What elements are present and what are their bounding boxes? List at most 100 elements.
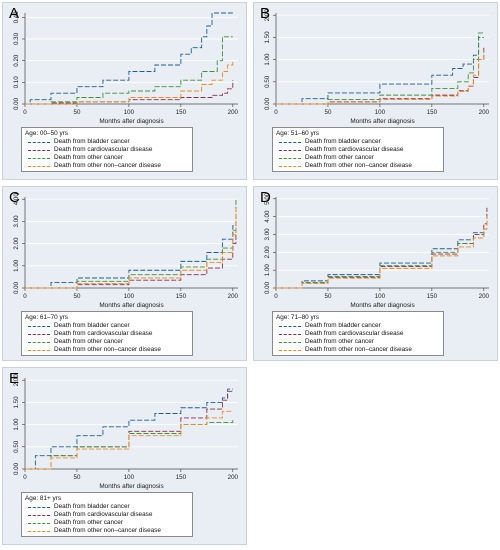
legend-title: Age: 61–70 yrs (25, 314, 68, 321)
legend: Age: 51–60 yrs Death from bladder cancer D… (272, 127, 444, 172)
legend-label: Death from other non–cancer disease (305, 162, 412, 169)
legend: Age: 61–70 yrs Death from bladder cancer D… (21, 311, 193, 356)
legend-label: Death from cardiovascular disease (305, 330, 404, 337)
legend-swatch (279, 349, 301, 351)
legend-item: Death from bladder cancer (276, 138, 440, 146)
x-tick-label: 50 (325, 109, 332, 116)
y-tick-label: 2.00 (264, 246, 271, 259)
legend-label: Death from bladder cancer (305, 138, 381, 145)
legend-title: Age: 51–60 yrs (276, 130, 319, 137)
x-tick-label: 0 (274, 109, 278, 116)
x-tick-label: 50 (74, 474, 81, 481)
legend-item: Death from other non–cancer disease (25, 527, 189, 535)
chart-svg: 0.00 1.00 2.00 3.00 4.00 0 50 100 150 200 Months a… (13, 193, 239, 309)
legend-item: Death from cardiovascular disease (276, 330, 440, 338)
y-tick-label: 1.00 (13, 259, 20, 272)
legend-swatch (28, 514, 50, 516)
legend-swatch (28, 530, 50, 532)
chart-svg: 0.00 1.00 2.00 3.00 4.00 5.00 0 50 100 150 200 Mont… (264, 192, 490, 309)
x-tick-label: 200 (228, 109, 239, 116)
legend-label: Death from bladder cancer (54, 322, 130, 329)
panel-letter: A (9, 5, 20, 22)
x-axis-label: Months after diagnosis (350, 118, 414, 125)
series-line-non-cancer (25, 410, 233, 470)
series-line-bladder (276, 36, 484, 105)
legend-swatch (28, 333, 50, 335)
legend-title: Age: 81+ yrs (25, 495, 62, 502)
x-axis-label: Months after diagnosis (350, 302, 414, 309)
x-tick-label: 50 (74, 109, 81, 116)
y-tick-label: 0.00 (13, 281, 20, 294)
y-tick-label: 1.00 (264, 53, 271, 66)
x-tick-label: 0 (274, 293, 278, 300)
x-tick-label: 50 (74, 293, 81, 300)
x-tick-label: 100 (124, 293, 135, 300)
legend-swatch (28, 149, 50, 151)
panel-letter: B (260, 5, 271, 22)
x-tick-label: 0 (23, 293, 27, 300)
legend-label: Death from other non–cancer disease (54, 527, 161, 534)
plot-area (25, 378, 238, 469)
chart-svg: 0.00 0.50 1.00 1.50 2.00 0 50 100 150 200 Months a… (264, 9, 490, 125)
legend-item: Death from bladder cancer (25, 503, 189, 511)
legend: Age: 81+ yrs Death from bladder cancer Dea… (21, 492, 193, 537)
x-tick-label: 150 (427, 293, 438, 300)
series-line-non-cancer (276, 50, 485, 105)
y-tick-label: 4.00 (264, 210, 271, 223)
legend: Age: 00–50 yrs Death from bladder cancer D… (21, 127, 193, 172)
y-tick-label: 3.00 (264, 228, 271, 241)
legend-label: Death from other non–cancer disease (54, 162, 161, 169)
legend-swatch (28, 325, 50, 327)
legend-swatch (279, 165, 301, 167)
legend-item: Death from bladder cancer (25, 322, 189, 330)
legend-label: Death from bladder cancer (54, 503, 130, 510)
y-tick-label: 3.00 (13, 215, 20, 228)
y-tick-label: 0.40 (13, 11, 20, 24)
plot-area (276, 13, 489, 104)
y-tick-label: 5.00 (264, 192, 271, 205)
legend-item: Death from cardiovascular disease (276, 146, 440, 154)
series-line-bladder (25, 12, 233, 105)
chart-svg: 0.00 0.50 1.00 1.50 2.00 0 50 100 150 200 Months a… (13, 374, 239, 490)
legend-item: Death from cardiovascular disease (25, 146, 189, 154)
x-tick-label: 150 (176, 109, 187, 116)
legend: Age: 71–80 yrs Death from bladder cancer D… (272, 311, 444, 356)
legend-label: Death from other cancer (305, 154, 374, 161)
y-tick-label: 1.50 (13, 396, 20, 409)
plot-area (25, 197, 238, 288)
legend-swatch (279, 341, 301, 343)
legend-swatch (28, 157, 50, 159)
panel-a: 0.00 0.10 0.20 0.30 0.40 0 50 100 150 200 Months a… (2, 2, 247, 180)
legend-label: Death from cardiovascular disease (54, 146, 153, 153)
x-axis-label: Months after diagnosis (99, 118, 163, 125)
legend-label: Death from cardiovascular disease (54, 511, 153, 518)
y-tick-label: 2.00 (13, 237, 20, 250)
x-tick-label: 150 (176, 474, 187, 481)
series-line-non-cancer (25, 208, 237, 289)
legend-item: Death from cardiovascular disease (25, 511, 189, 519)
series-line-other-cancer (25, 36, 233, 105)
y-tick-label: 0.30 (13, 32, 20, 45)
x-axis-label: Months after diagnosis (99, 302, 163, 309)
legend-item: Death from bladder cancer (25, 138, 189, 146)
legend-item: Death from other non–cancer disease (276, 346, 440, 354)
x-tick-label: 50 (325, 293, 332, 300)
x-tick-label: 200 (479, 293, 490, 300)
legend-swatch (28, 141, 50, 143)
panel-b: 0.00 0.50 1.00 1.50 2.00 0 50 100 150 200 Months a… (253, 2, 498, 180)
legend-item: Death from other cancer (25, 154, 189, 162)
y-tick-label: 1.00 (13, 418, 20, 431)
x-tick-label: 150 (176, 293, 187, 300)
legend-swatch (28, 349, 50, 351)
legend-item: Death from bladder cancer (276, 322, 440, 330)
legend-swatch (279, 149, 301, 151)
x-tick-label: 100 (375, 293, 386, 300)
legend-label: Death from other cancer (54, 519, 123, 526)
legend-title: Age: 00–50 yrs (25, 130, 68, 137)
series-line-other-cancer (276, 32, 484, 105)
legend-item: Death from other cancer (25, 519, 189, 527)
y-tick-label: 0.00 (13, 462, 20, 475)
legend-swatch (279, 141, 301, 143)
legend-label: Death from cardiovascular disease (54, 330, 153, 337)
legend-label: Death from other non–cancer disease (54, 346, 161, 353)
